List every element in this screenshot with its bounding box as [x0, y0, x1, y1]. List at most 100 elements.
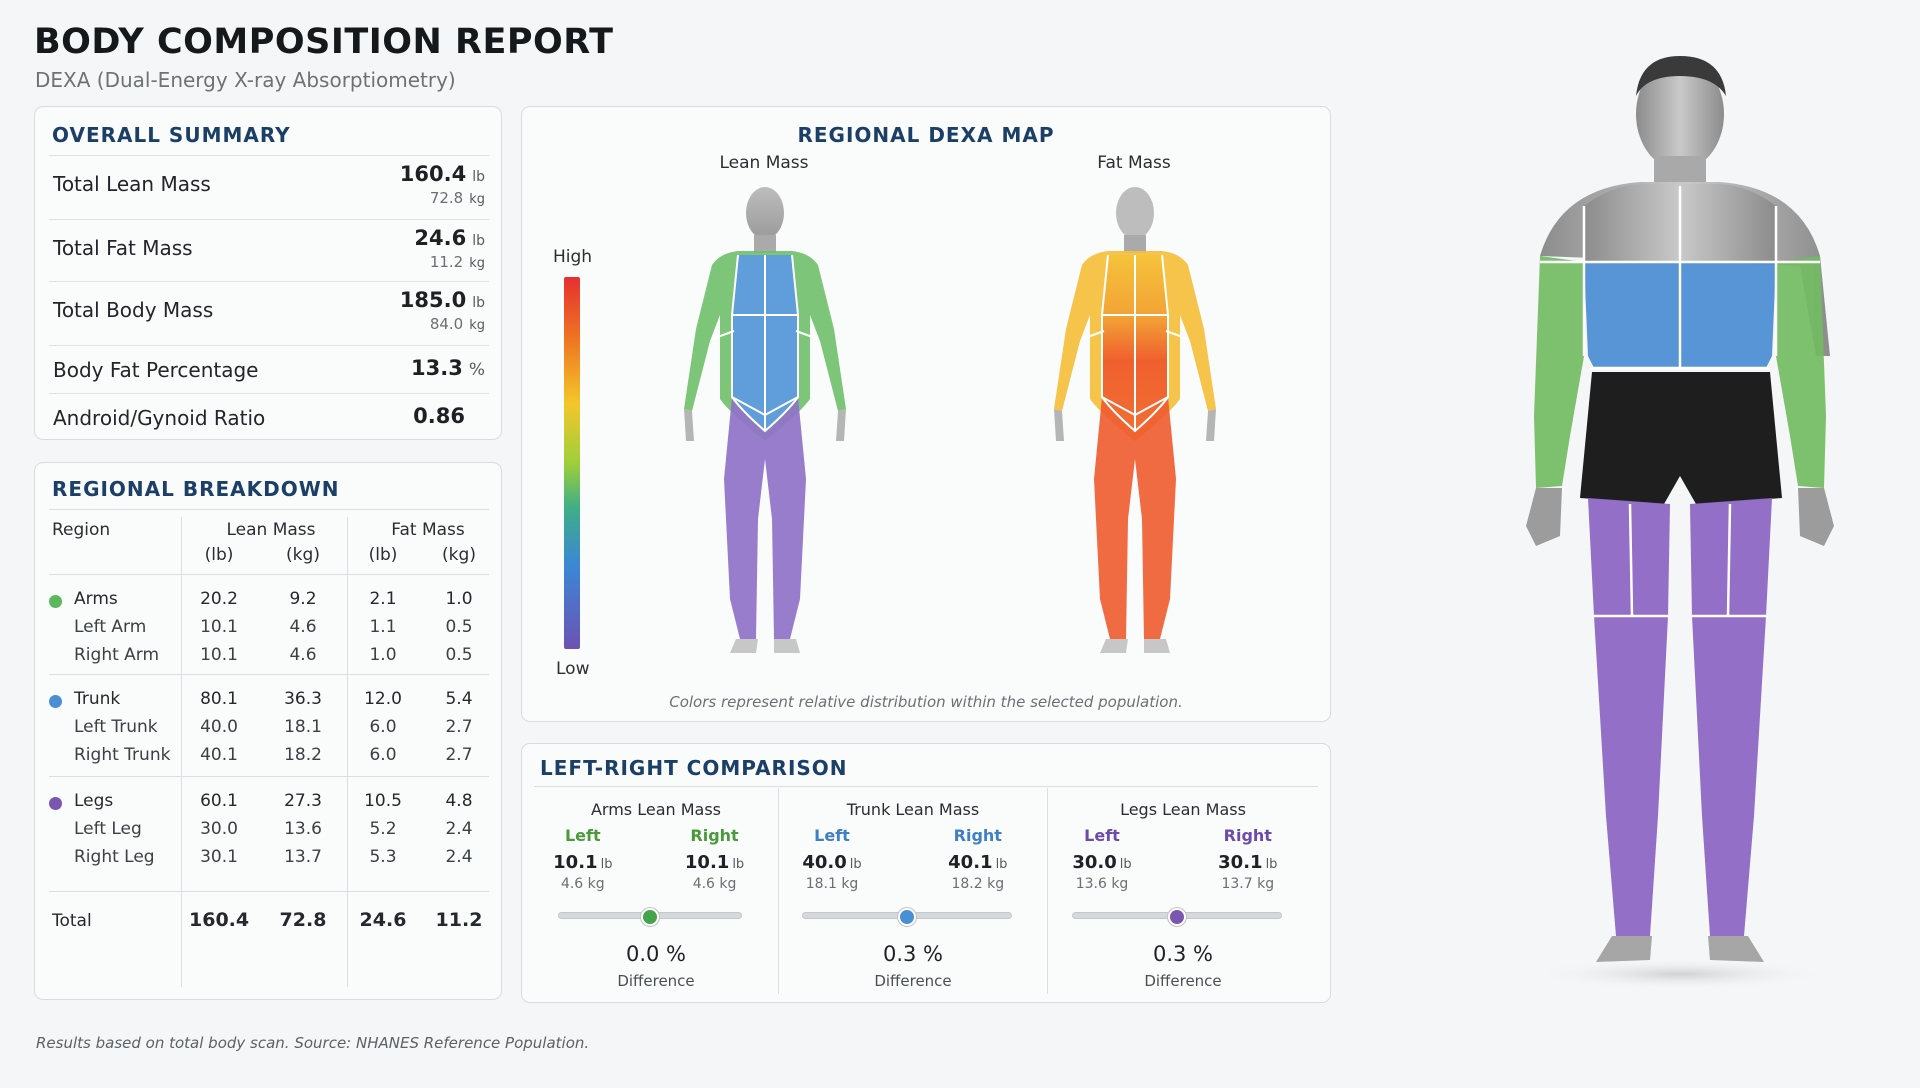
left-value: 10.1 lb	[553, 852, 613, 873]
left-label: Left	[814, 826, 850, 845]
subregion-name: Left Arm	[74, 617, 147, 637]
region-value: 20.2	[200, 589, 238, 609]
lean-mass-body-figure	[684, 187, 846, 653]
region-name: Arms	[74, 589, 118, 609]
total-label: Total	[52, 911, 92, 931]
subregion-value: 1.1	[369, 617, 397, 637]
regional-breakdown-title: REGIONAL BREAKDOWN	[52, 477, 340, 501]
region-value: 12.0	[364, 689, 402, 709]
difference-percent: 0.3 %	[882, 942, 944, 966]
header-region: Region	[52, 520, 111, 540]
right-kg: 18.2 kg	[951, 876, 1005, 892]
subregion-value: 2.4	[445, 847, 473, 867]
region-color-dot-icon	[49, 695, 62, 708]
column-divider	[181, 517, 182, 987]
region-value: 80.1	[200, 689, 238, 709]
region-name: Trunk	[74, 689, 121, 709]
summary-label: Total Body Mass	[53, 298, 214, 322]
summary-value: 13.3%	[411, 356, 485, 380]
color-scale-bar	[564, 277, 580, 649]
summary-label: Total Lean Mass	[53, 172, 211, 196]
subregion-value: 0.5	[445, 645, 473, 665]
left-kg: 18.1 kg	[805, 876, 859, 892]
region-value: 5.4	[445, 689, 473, 709]
divider	[534, 786, 1318, 787]
page-subtitle: DEXA (Dual-Energy X-ray Absorptiometry)	[35, 68, 456, 92]
summary-subvalue: 72.8 kg	[429, 189, 485, 207]
body-back-view-figure	[1526, 56, 1834, 990]
summary-row-lean: Total Lean Mass 160.4 lb 72.8 kg	[49, 155, 489, 219]
subregion-value: 40.1	[200, 745, 238, 765]
scale-high-label: High	[553, 247, 593, 267]
left-right-comparison-title: LEFT-RIGHT COMPARISON	[540, 756, 848, 780]
subregion-value: 18.2	[284, 745, 322, 765]
region-color-dot-icon	[49, 797, 62, 810]
subregion-value: 10.1	[200, 645, 238, 665]
region-value: 9.2	[289, 589, 317, 609]
summary-subvalue: 11.2 kg	[429, 253, 485, 271]
subregion-value: 30.0	[200, 819, 238, 839]
subregion-value: 2.7	[445, 745, 473, 765]
divider	[49, 509, 489, 510]
header-unit: (kg)	[286, 545, 320, 565]
header-fat-mass: Fat Mass	[391, 520, 465, 540]
column-divider	[347, 517, 348, 987]
region-value: 10.5	[364, 791, 402, 811]
right-label: Right	[690, 826, 739, 845]
subregion-value: 13.7	[284, 847, 322, 867]
subregion-value: 30.1	[200, 847, 238, 867]
regional-breakdown-card: REGIONAL BREAKDOWN Region Lean Mass Fat …	[34, 462, 502, 1000]
lean-mass-label: Lean Mass	[719, 153, 809, 173]
region-name: Legs	[74, 791, 114, 811]
total-value: 11.2	[435, 909, 483, 931]
balance-slider-knob	[898, 908, 916, 926]
region-value: 60.1	[200, 791, 238, 811]
subregion-name: Right Leg	[74, 847, 155, 867]
summary-label: Total Fat Mass	[53, 236, 193, 260]
regional-dexa-map-card: REGIONAL DEXA MAP Lean Mass Fat Mass Hig…	[521, 106, 1331, 722]
summary-row-bodyfat: Body Fat Percentage 13.3%	[49, 345, 489, 393]
total-value: 160.4	[189, 909, 250, 931]
region-value: 2.1	[369, 589, 397, 609]
subregion-name: Left Leg	[74, 819, 142, 839]
comparison-title: Legs Lean Mass	[1120, 800, 1246, 819]
overall-summary-card: OVERALL SUMMARY Total Lean Mass 160.4 lb …	[34, 106, 502, 440]
summary-row-ratio: Android/Gynoid Ratio 0.86	[49, 393, 489, 439]
page-title: BODY COMPOSITION REPORT	[34, 22, 614, 62]
region-color-dot-icon	[49, 595, 62, 608]
left-value: 30.0 lb	[1072, 852, 1132, 873]
summary-value: 0.86	[413, 404, 465, 428]
fat-mass-label: Fat Mass	[1097, 153, 1171, 173]
fat-mass-body-figure	[1054, 187, 1216, 653]
left-value: 40.0 lb	[802, 852, 862, 873]
difference-percent: 0.3 %	[1152, 942, 1214, 966]
summary-value: 24.6 lb	[414, 226, 485, 250]
column-divider	[778, 788, 779, 994]
left-label: Left	[564, 826, 601, 845]
subregion-value: 2.7	[445, 717, 473, 737]
summary-subvalue: 84.0 kg	[429, 315, 485, 333]
left-kg: 4.6 kg	[560, 876, 605, 892]
column-divider	[1047, 788, 1048, 994]
comparison-column: Trunk Lean Mass Left Right 40.0 lb 40.1 lb 18.1…	[778, 792, 1048, 992]
divider	[49, 674, 489, 675]
balance-slider-knob	[641, 908, 659, 926]
subregion-value: 18.1	[284, 717, 322, 737]
footer-note: Results based on total body scan. Source…	[36, 1034, 590, 1052]
total-value: 72.8	[279, 909, 327, 931]
subregion-value: 1.0	[369, 645, 397, 665]
subregion-value: 4.6	[289, 645, 317, 665]
divider	[49, 574, 489, 575]
total-value: 24.6	[359, 909, 407, 931]
right-value: 10.1 lb	[684, 852, 745, 873]
subregion-value: 13.6	[284, 819, 322, 839]
difference-label: Difference	[617, 972, 695, 990]
subregion-value: 4.6	[289, 617, 317, 637]
difference-percent: 0.0 %	[625, 942, 687, 966]
divider	[49, 891, 489, 892]
right-value: 30.1 lb	[1218, 852, 1278, 873]
region-value: 36.3	[284, 689, 322, 709]
subregion-value: 2.4	[445, 819, 473, 839]
subregion-value: 5.3	[369, 847, 397, 867]
balance-slider-knob	[1168, 908, 1186, 926]
